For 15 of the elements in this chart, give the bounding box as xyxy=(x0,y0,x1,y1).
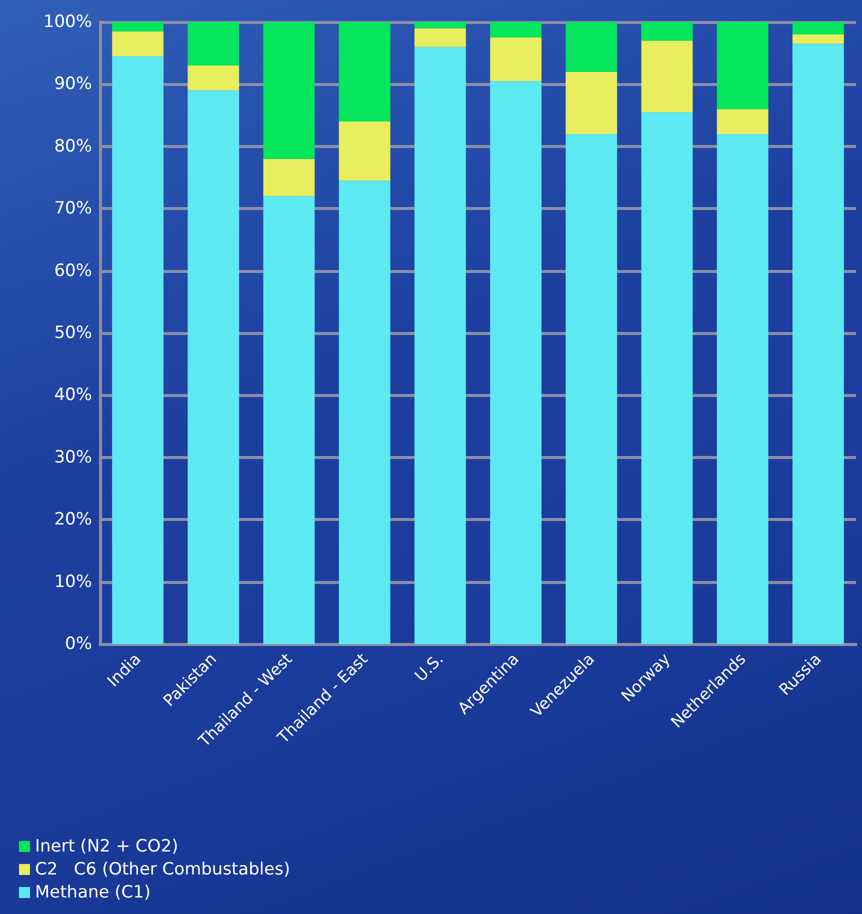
y-tick-label: 60% xyxy=(54,260,92,281)
y-tick-label: 80% xyxy=(54,136,92,156)
legend-label: Methane (C1) xyxy=(35,882,151,902)
y-tick-label: 10% xyxy=(54,572,92,592)
x-tick-label: U.S. xyxy=(410,649,447,686)
legend-label: C2 C6 (Other Combustables) xyxy=(35,860,290,880)
y-tick-label: 40% xyxy=(54,385,92,406)
legend-label: Inert (N2 + CO2) xyxy=(35,836,178,856)
y-tick-label: 20% xyxy=(54,510,92,530)
y-tick-label: 70% xyxy=(54,198,92,219)
y-tick-label: 100% xyxy=(43,12,92,32)
y-tick-label: 90% xyxy=(54,74,92,94)
y-tick-label: 0% xyxy=(65,634,92,654)
y-tick-label: 30% xyxy=(54,447,92,468)
y-tick-label: 50% xyxy=(54,323,92,343)
